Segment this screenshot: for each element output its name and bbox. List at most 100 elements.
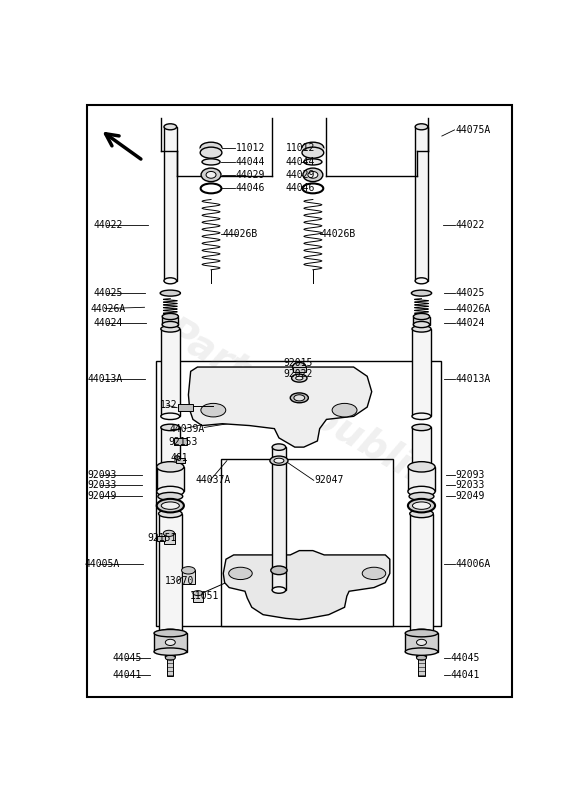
Ellipse shape — [293, 362, 306, 372]
Bar — [418, 658, 425, 676]
Text: 132: 132 — [159, 400, 177, 410]
Ellipse shape — [271, 566, 287, 574]
Ellipse shape — [291, 374, 307, 382]
Ellipse shape — [201, 168, 221, 182]
Text: 92093: 92093 — [456, 470, 485, 481]
Ellipse shape — [410, 629, 433, 637]
Ellipse shape — [302, 142, 324, 154]
Bar — [164, 534, 175, 545]
Text: 92047: 92047 — [315, 475, 344, 486]
Ellipse shape — [411, 290, 432, 296]
Ellipse shape — [413, 314, 430, 320]
Ellipse shape — [182, 566, 195, 574]
Ellipse shape — [362, 567, 386, 579]
Text: 92015: 92015 — [283, 358, 312, 368]
Ellipse shape — [165, 654, 175, 658]
Bar — [221, 459, 394, 626]
Ellipse shape — [408, 499, 435, 513]
Ellipse shape — [415, 124, 428, 130]
Text: 92153: 92153 — [169, 437, 198, 447]
Text: 44022: 44022 — [456, 220, 485, 230]
Text: 44029: 44029 — [286, 170, 315, 180]
Polygon shape — [189, 367, 371, 447]
Ellipse shape — [162, 322, 179, 328]
Ellipse shape — [408, 486, 435, 497]
Text: 44045: 44045 — [113, 653, 142, 662]
Text: 92151: 92151 — [147, 534, 176, 543]
Polygon shape — [223, 550, 390, 619]
Text: PartsRepublik: PartsRepublik — [158, 312, 440, 496]
Bar — [412, 329, 431, 416]
Text: 92022: 92022 — [283, 370, 312, 379]
Bar — [193, 593, 203, 602]
Ellipse shape — [161, 502, 179, 510]
Text: 44024: 44024 — [456, 318, 485, 328]
Ellipse shape — [412, 326, 431, 332]
Ellipse shape — [405, 630, 438, 637]
Ellipse shape — [157, 499, 184, 513]
Ellipse shape — [161, 413, 180, 419]
Ellipse shape — [416, 639, 426, 646]
Ellipse shape — [206, 171, 216, 178]
Ellipse shape — [412, 462, 431, 469]
Ellipse shape — [164, 124, 176, 130]
Ellipse shape — [157, 486, 184, 497]
Bar — [182, 570, 195, 584]
Ellipse shape — [294, 394, 305, 401]
Bar — [408, 467, 435, 491]
Bar — [413, 317, 430, 325]
Text: 44006A: 44006A — [456, 559, 491, 569]
Text: 44026B: 44026B — [223, 229, 258, 239]
Ellipse shape — [193, 590, 203, 595]
Ellipse shape — [302, 147, 324, 158]
Ellipse shape — [412, 502, 430, 510]
Ellipse shape — [272, 444, 286, 450]
Text: 92093: 92093 — [88, 470, 117, 481]
Bar — [157, 467, 184, 491]
Ellipse shape — [161, 326, 180, 332]
Ellipse shape — [272, 586, 286, 594]
Ellipse shape — [154, 630, 187, 637]
Text: 44046: 44046 — [236, 183, 265, 194]
Ellipse shape — [416, 655, 426, 660]
Bar — [176, 458, 185, 462]
Bar — [415, 127, 428, 281]
Text: 11012: 11012 — [236, 142, 265, 153]
Text: 44022: 44022 — [93, 220, 123, 230]
Ellipse shape — [410, 510, 433, 518]
Text: 44044: 44044 — [286, 157, 315, 167]
Text: 461: 461 — [171, 454, 189, 463]
Ellipse shape — [158, 629, 182, 637]
Ellipse shape — [200, 147, 222, 158]
Ellipse shape — [415, 278, 428, 284]
Bar — [178, 404, 193, 411]
Ellipse shape — [164, 278, 176, 284]
Bar — [161, 329, 180, 416]
Ellipse shape — [296, 376, 303, 380]
Text: 92049: 92049 — [456, 491, 485, 502]
Text: 11012: 11012 — [286, 142, 315, 153]
Ellipse shape — [164, 530, 175, 537]
Text: 11051: 11051 — [190, 591, 219, 601]
Bar — [272, 447, 286, 590]
Text: 44026A: 44026A — [90, 303, 126, 314]
Ellipse shape — [161, 462, 180, 469]
Bar — [162, 317, 179, 325]
Text: 44045: 44045 — [451, 653, 480, 662]
Ellipse shape — [201, 403, 226, 417]
Bar — [156, 361, 441, 626]
Ellipse shape — [304, 159, 322, 165]
Ellipse shape — [160, 290, 180, 296]
Ellipse shape — [412, 413, 431, 419]
Text: 44024: 44024 — [93, 318, 123, 328]
Ellipse shape — [413, 322, 430, 328]
Ellipse shape — [274, 458, 284, 463]
Ellipse shape — [409, 492, 434, 501]
Text: 44046: 44046 — [286, 183, 315, 194]
Ellipse shape — [157, 462, 184, 472]
Ellipse shape — [303, 168, 323, 182]
Text: 44039A: 44039A — [169, 424, 204, 434]
Ellipse shape — [270, 456, 288, 466]
Ellipse shape — [290, 393, 308, 402]
Ellipse shape — [158, 510, 182, 518]
